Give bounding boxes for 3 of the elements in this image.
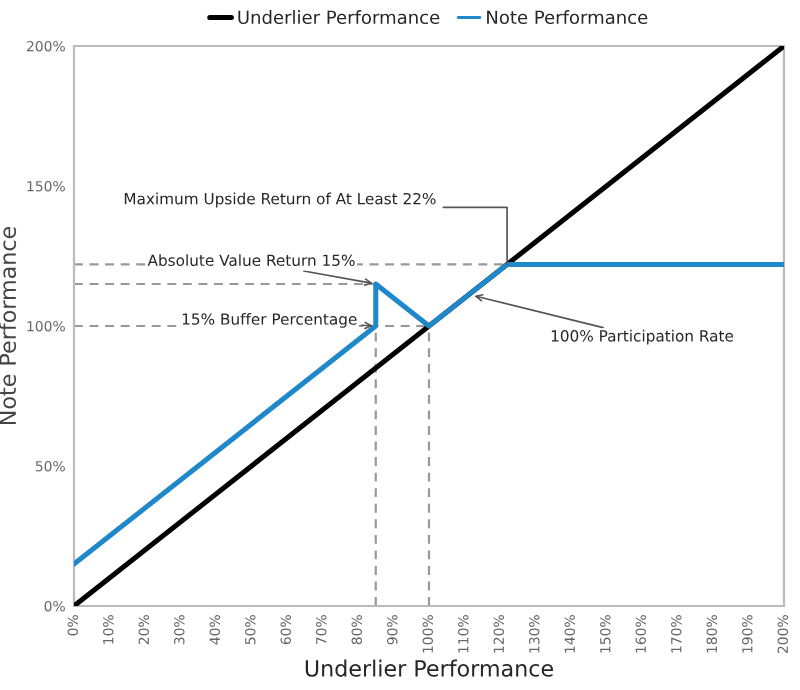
- x-axis-title: Underlier Performance: [305, 659, 553, 677]
- legend-label: Note Performance: [487, 10, 648, 25]
- legend-label: Underlier Performance: [238, 10, 440, 25]
